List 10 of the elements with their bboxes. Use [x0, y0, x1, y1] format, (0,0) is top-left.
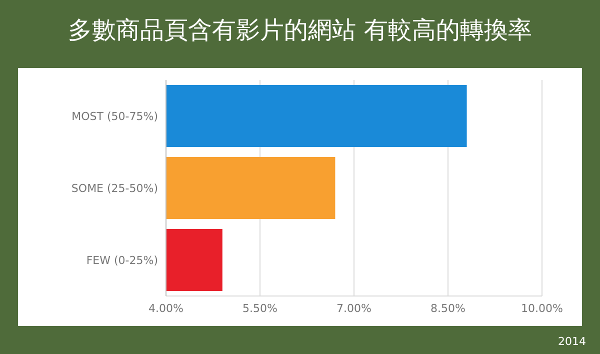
x-tick-label: 8.50%	[430, 302, 466, 315]
x-tick-label: 10.00%	[521, 302, 563, 315]
x-tick-label: 7.00%	[336, 302, 372, 315]
x-tick-label: 4.00%	[148, 302, 184, 315]
y-tick-label: MOST (50-75%)	[72, 110, 158, 123]
y-tick-label: SOME (25-50%)	[71, 182, 158, 195]
text: 2014	[558, 335, 586, 348]
y-tick-label: FEW (0-25%)	[86, 254, 158, 267]
chart-title: 多數商品頁含有影片的網站 有較高的轉換率	[67, 15, 533, 46]
x-tick-label: 5.50%	[242, 302, 278, 315]
